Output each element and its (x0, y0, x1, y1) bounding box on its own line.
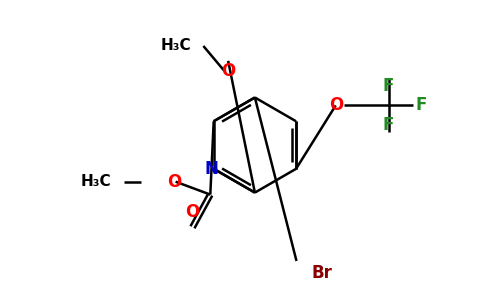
Text: Br: Br (311, 264, 332, 282)
Text: F: F (383, 116, 394, 134)
Text: O: O (221, 62, 235, 80)
Text: O: O (167, 173, 182, 191)
Text: H₃C: H₃C (81, 174, 112, 189)
Text: F: F (383, 77, 394, 95)
Text: N: N (205, 160, 219, 178)
Text: O: O (330, 96, 344, 114)
Text: H₃C: H₃C (160, 38, 191, 53)
Text: O: O (185, 203, 199, 221)
Text: F: F (415, 96, 427, 114)
